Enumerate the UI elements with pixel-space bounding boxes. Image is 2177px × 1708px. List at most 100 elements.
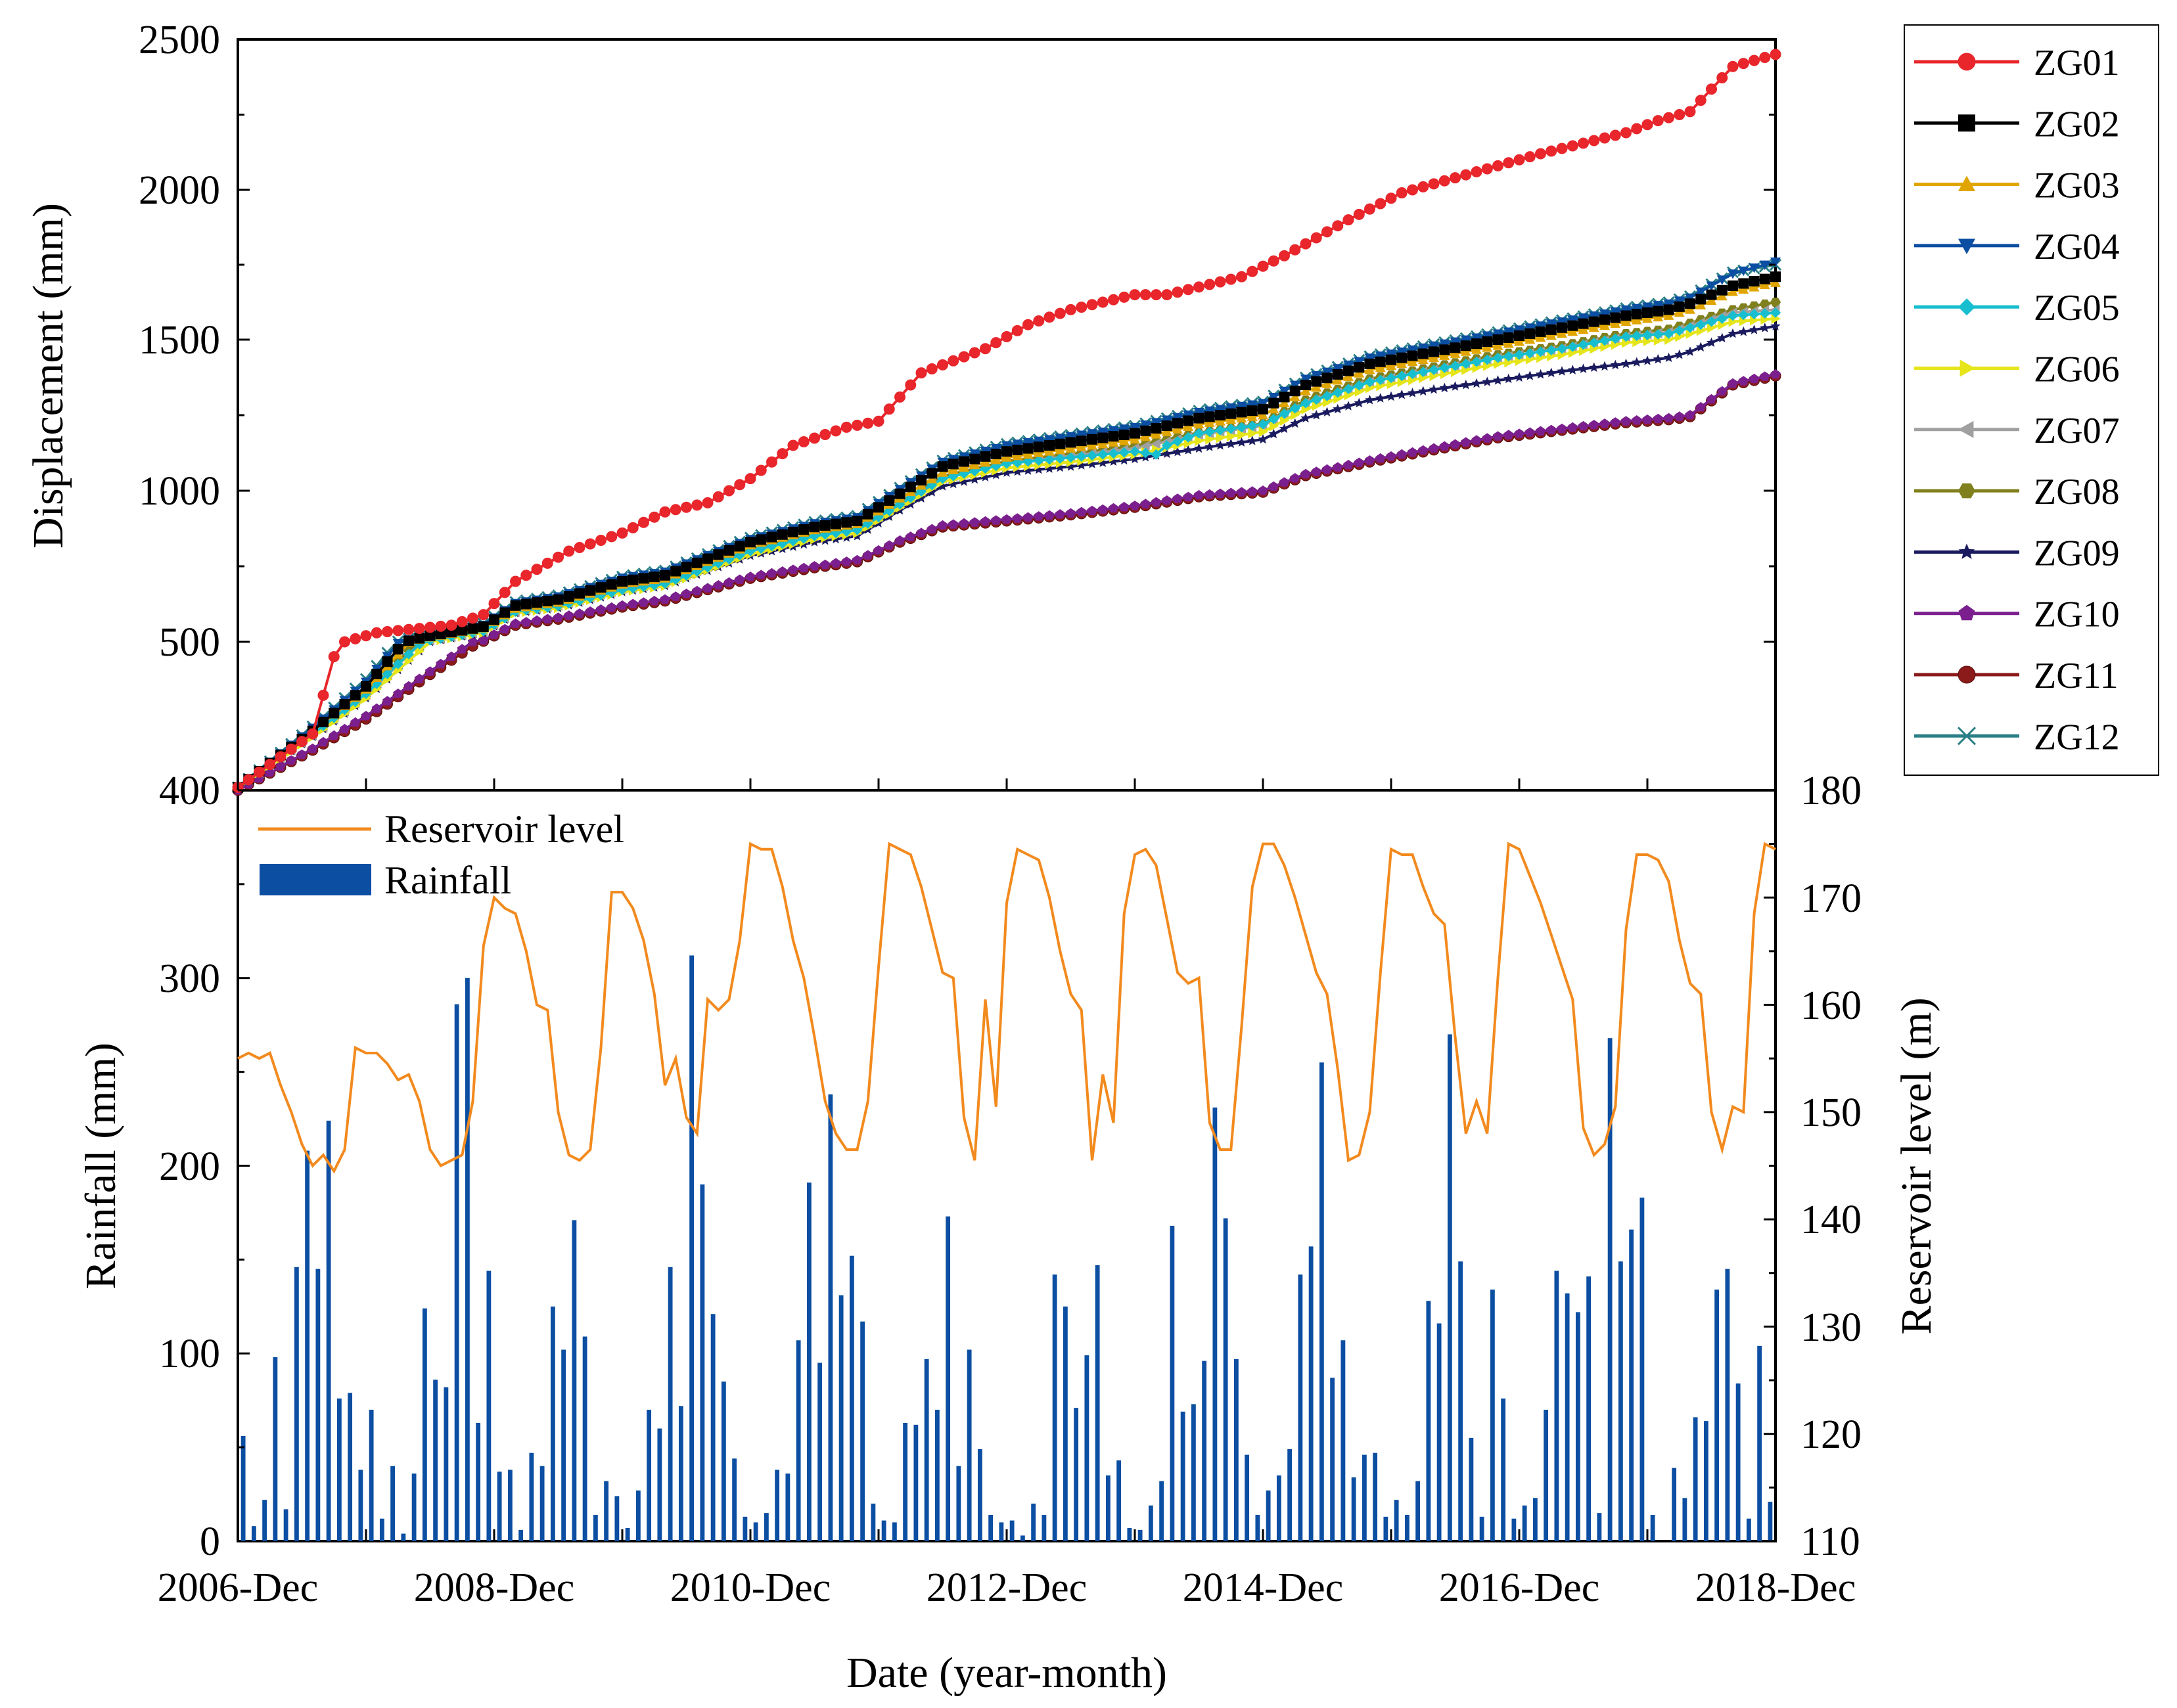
data-point [1524, 371, 1535, 380]
data-point [1524, 348, 1536, 359]
data-point [959, 462, 969, 472]
data-point [1546, 424, 1557, 435]
rainfall-bar [336, 1398, 342, 1541]
data-point [884, 540, 894, 550]
data-point [499, 623, 510, 634]
data-point [1022, 465, 1034, 475]
data-point [1108, 294, 1119, 305]
xtick-label: 2008-Dec [414, 1565, 574, 1610]
data-point [361, 681, 371, 692]
data-point [1546, 145, 1557, 157]
data-point [1375, 374, 1386, 386]
data-point [424, 666, 436, 676]
data-point [1631, 123, 1643, 135]
data-point [1280, 415, 1290, 426]
legend-item-zg11: ZG11 [1914, 656, 2119, 696]
data-point [1695, 300, 1707, 309]
data-point [1631, 309, 1642, 320]
data-point [308, 743, 318, 753]
data-point [1418, 386, 1429, 396]
data-point [1749, 373, 1760, 384]
legend-item-zg04: ZG04 [1914, 227, 2120, 267]
data-point [1599, 132, 1611, 144]
data-point [766, 531, 777, 543]
data-point [1728, 286, 1738, 296]
rainfall-bar [497, 1472, 502, 1541]
data-point [1728, 269, 1738, 279]
data-point [1706, 281, 1717, 291]
rainfall-bar [1159, 1481, 1164, 1541]
data-point [927, 487, 937, 497]
data-point [1663, 413, 1674, 423]
data-point [1567, 326, 1578, 336]
data-point [1044, 463, 1055, 473]
data-point [1514, 325, 1524, 335]
rainfall-bar [379, 1518, 384, 1541]
rainfall-bar [604, 1481, 609, 1541]
data-point [584, 538, 596, 550]
data-point [1151, 418, 1162, 428]
rainfall-bar [1725, 1269, 1730, 1541]
rainfall-bar [294, 1267, 299, 1541]
data-point [317, 689, 329, 701]
data-point [798, 562, 809, 573]
data-point [831, 518, 841, 529]
data-point [1364, 455, 1375, 465]
data-point [692, 585, 702, 596]
data-point [1183, 491, 1193, 502]
data-point [1482, 336, 1493, 348]
data-point [1450, 337, 1461, 348]
data-point [1193, 418, 1204, 429]
data-point [1001, 330, 1013, 342]
data-point [1172, 436, 1183, 447]
data-point [403, 635, 414, 646]
data-point [1162, 495, 1172, 505]
data-point [424, 621, 436, 633]
data-point [1429, 384, 1439, 394]
data-point [959, 456, 969, 467]
rainfall-bar [1020, 1535, 1025, 1541]
data-point [1354, 380, 1365, 391]
data-point [1588, 316, 1599, 327]
rainfall-bar [1095, 1265, 1100, 1541]
data-point [1471, 333, 1482, 343]
data-point [1268, 413, 1279, 424]
rainfall-bar [1426, 1301, 1431, 1541]
data-point [959, 518, 969, 528]
data-point [1620, 331, 1632, 342]
data-point [1195, 436, 1204, 447]
data-point [840, 421, 852, 433]
data-point [1642, 330, 1653, 341]
data-point [1311, 394, 1322, 405]
rainfall-bar [871, 1503, 876, 1541]
data-point [1513, 154, 1525, 166]
right-ytick-label: 110 [1800, 1519, 1860, 1564]
data-point [1054, 307, 1066, 319]
data-point [1022, 449, 1034, 459]
data-point [563, 591, 574, 602]
data-point [1279, 423, 1290, 434]
rainfall-bar [710, 1314, 716, 1541]
rainfall-bar [390, 1466, 396, 1541]
top-y-axis-title: Displacement (mm) [24, 203, 72, 549]
data-point [1130, 423, 1140, 433]
data-point [1567, 341, 1578, 352]
data-point [1471, 356, 1482, 367]
data-point [1706, 337, 1717, 348]
data-point [894, 488, 905, 499]
data-point [1386, 372, 1396, 384]
rainfall-bar [1404, 1514, 1409, 1541]
data-point [1332, 369, 1343, 380]
data-point [1130, 434, 1140, 444]
data-point [1055, 509, 1065, 519]
data-point [1599, 320, 1610, 330]
data-point [1642, 355, 1653, 365]
data-point [1162, 448, 1172, 459]
rainfall-bar [1266, 1490, 1271, 1541]
data-point [1087, 450, 1097, 461]
series-zg02 [233, 271, 1781, 793]
data-point [1429, 365, 1439, 375]
data-point [681, 589, 692, 598]
data-point [1364, 365, 1375, 374]
data-point [457, 625, 468, 636]
